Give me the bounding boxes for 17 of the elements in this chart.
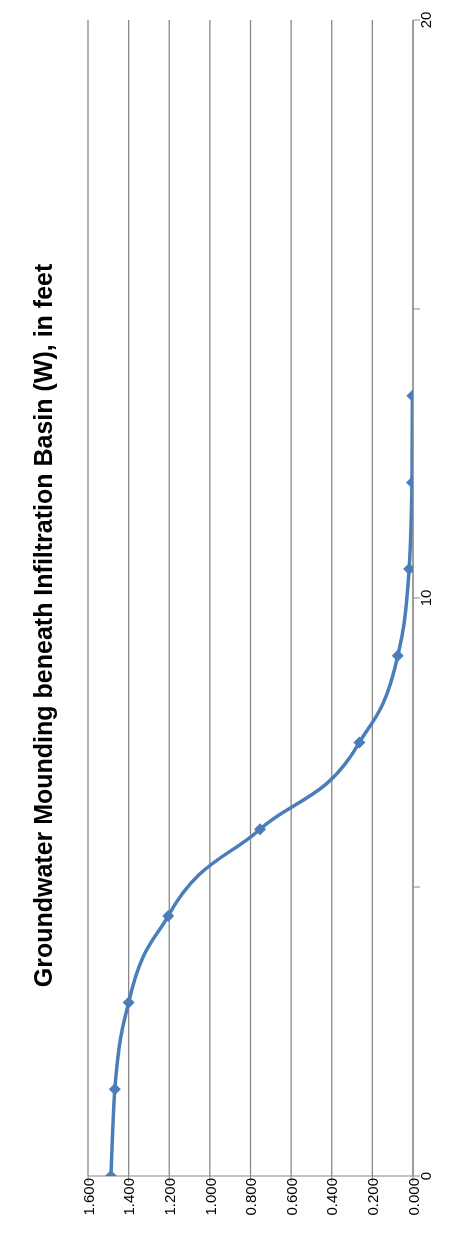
- point: [162, 909, 175, 922]
- x-tick-label: 0.200: [364, 1178, 382, 1216]
- point: [254, 823, 267, 836]
- x-tick-label: 0.400: [323, 1178, 341, 1216]
- point: [391, 649, 404, 662]
- x-tick-label: 0.800: [242, 1178, 260, 1216]
- x-tick-label: 1.000: [201, 1178, 219, 1216]
- y-tick-label: 10: [417, 589, 435, 607]
- point: [353, 736, 366, 749]
- y-tick-label: 20: [417, 11, 435, 29]
- x-tick-label: 1.200: [160, 1178, 178, 1216]
- x-tick-label: 1.600: [79, 1178, 97, 1216]
- x-tick-label: 0.000: [404, 1178, 422, 1216]
- x-tick-label: 1.400: [120, 1178, 138, 1216]
- point: [122, 996, 135, 1009]
- text: Groundwater Mounding beneath Infiltration Basin (W), in feet: [29, 263, 57, 988]
- x-tick-label: 0.600: [282, 1178, 300, 1216]
